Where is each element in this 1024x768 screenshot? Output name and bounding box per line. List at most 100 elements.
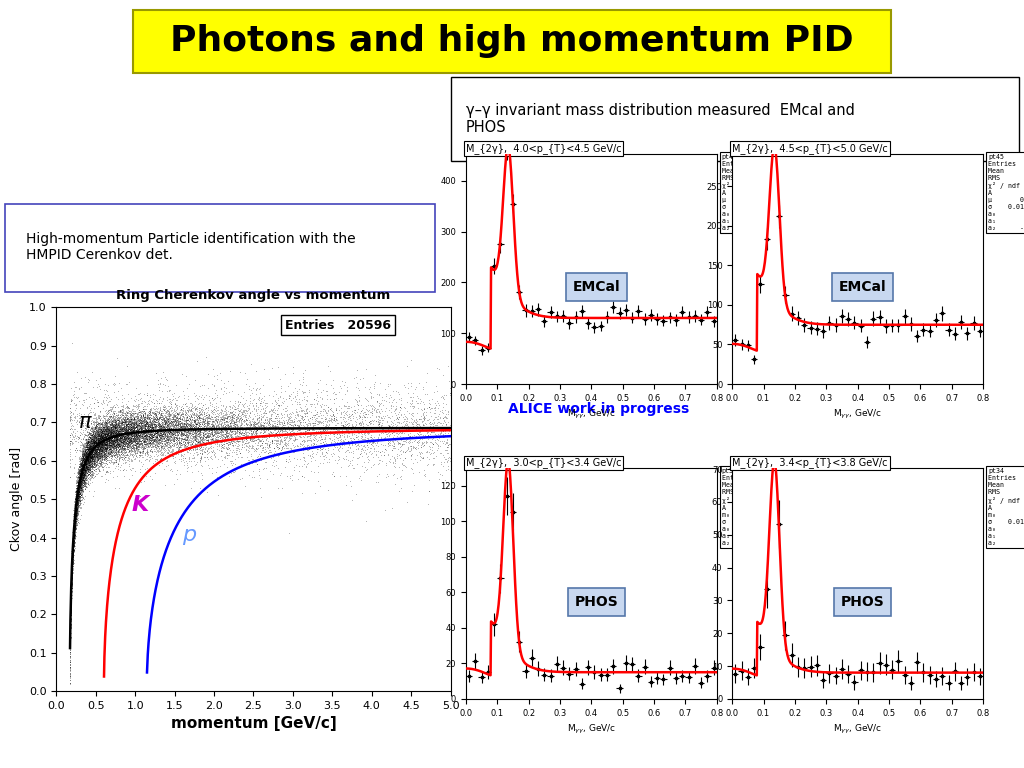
Point <box>109 432 125 445</box>
Point <box>66 529 82 541</box>
Point <box>89 443 105 455</box>
Point <box>119 428 135 440</box>
Point <box>63 558 80 570</box>
Point <box>90 435 106 447</box>
Point <box>159 431 175 443</box>
Point <box>62 574 79 586</box>
Point <box>243 420 259 432</box>
Point <box>287 445 303 458</box>
Point <box>75 458 91 471</box>
Point <box>140 445 157 458</box>
Point <box>168 425 184 438</box>
Point <box>159 440 175 452</box>
Point <box>418 409 434 422</box>
Point <box>152 425 168 438</box>
Point <box>215 407 231 419</box>
Point <box>111 433 127 445</box>
Point <box>77 463 93 475</box>
Point <box>122 428 138 440</box>
Point <box>98 416 115 429</box>
Point <box>96 425 113 437</box>
Point <box>223 417 240 429</box>
Point <box>115 435 131 447</box>
Point <box>71 481 87 493</box>
Point <box>190 416 207 429</box>
Point <box>63 568 80 581</box>
Point <box>87 442 103 455</box>
Point <box>71 463 87 475</box>
Point <box>371 405 387 417</box>
Point <box>98 436 115 449</box>
Text: pt40
Entries      7154
Mean       0.4592
RMS          0.219
χ² / ndf   62.61 / 9: pt40 Entries 7154 Mean 0.4592 RMS 0.219 … <box>722 154 822 231</box>
Point <box>112 420 128 432</box>
Point <box>229 409 246 421</box>
Point <box>245 426 261 439</box>
Point <box>82 449 98 461</box>
Point <box>137 435 154 448</box>
Point <box>226 417 243 429</box>
Point <box>281 415 297 427</box>
Point <box>146 435 163 447</box>
Point <box>76 474 92 486</box>
Point <box>109 420 125 432</box>
Point <box>365 433 381 445</box>
Point <box>154 444 170 456</box>
Point <box>70 489 86 502</box>
Point <box>173 438 189 450</box>
Point <box>98 435 115 448</box>
Point <box>408 417 424 429</box>
Point <box>108 425 124 437</box>
Point <box>244 432 260 445</box>
Point <box>241 399 257 411</box>
Point <box>169 421 185 433</box>
Point <box>92 409 109 422</box>
Point <box>66 528 82 541</box>
Point <box>73 464 89 476</box>
Point <box>123 445 139 458</box>
Point <box>68 498 84 510</box>
Point <box>71 461 87 473</box>
Point <box>80 437 96 449</box>
Point <box>161 443 177 455</box>
Point <box>74 452 90 465</box>
Point <box>439 446 456 458</box>
Point <box>173 402 189 415</box>
Point <box>67 516 83 528</box>
Point <box>145 419 162 431</box>
Point <box>136 419 153 432</box>
Point <box>347 431 364 443</box>
Point <box>207 414 223 426</box>
Point <box>72 487 88 499</box>
Point <box>70 496 86 508</box>
Point <box>156 432 172 445</box>
Point <box>329 416 345 429</box>
Point <box>122 433 138 445</box>
Point <box>289 419 305 431</box>
Point <box>159 413 175 425</box>
Point <box>79 439 95 451</box>
Point <box>82 472 98 485</box>
Point <box>163 422 179 435</box>
Point <box>231 409 248 422</box>
Point <box>74 457 90 469</box>
Point <box>99 429 116 442</box>
Point <box>189 424 206 436</box>
Point <box>62 603 79 615</box>
Point <box>105 423 122 435</box>
Point <box>214 410 230 422</box>
Point <box>71 492 87 505</box>
Point <box>180 419 197 431</box>
Point <box>111 443 127 455</box>
Point <box>128 425 144 437</box>
Point <box>102 428 119 440</box>
Point <box>85 423 101 435</box>
Point <box>281 450 297 462</box>
Point <box>84 428 100 440</box>
Point <box>127 439 143 451</box>
Point <box>125 427 141 439</box>
Point <box>104 429 121 441</box>
Point <box>65 541 81 554</box>
Point <box>87 431 103 443</box>
Point <box>66 520 82 532</box>
Point <box>87 431 103 443</box>
